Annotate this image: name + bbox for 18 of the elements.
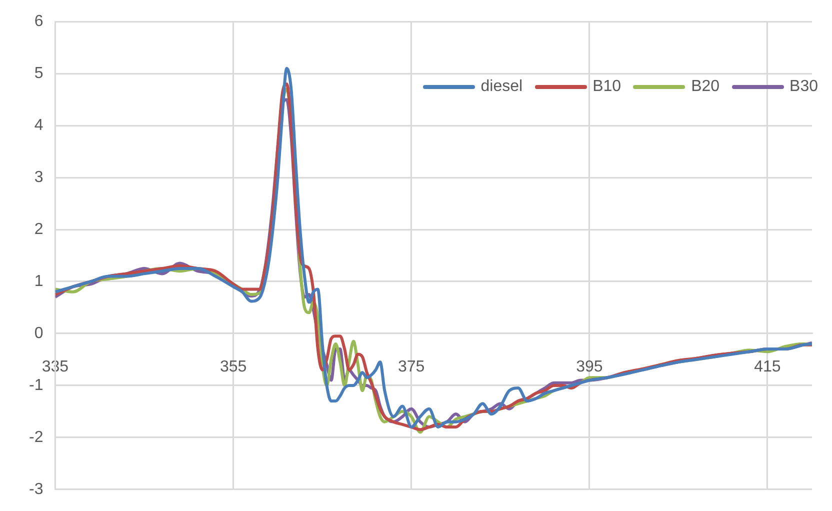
x-tick-label: 355 xyxy=(220,358,247,376)
y-tick-label: 0 xyxy=(34,324,44,342)
y-tick-label: 1 xyxy=(34,272,44,290)
x-tick-label: 395 xyxy=(576,358,603,376)
y-tick-label: 5 xyxy=(34,64,44,82)
legend-label: B10 xyxy=(592,78,622,96)
y-tick-label: 4 xyxy=(34,116,44,134)
y-tick-label: 3 xyxy=(34,168,44,186)
legend-label: B30 xyxy=(790,78,818,96)
x-tick-label: 415 xyxy=(754,358,781,376)
y-tick-label: -2 xyxy=(28,428,44,446)
y-tick-label: -3 xyxy=(28,480,44,498)
y-tick-label: 6 xyxy=(34,13,44,30)
y-tick-label: -1 xyxy=(28,376,44,394)
x-tick-label: 375 xyxy=(398,358,425,376)
legend-label: diesel xyxy=(480,78,523,96)
legend-label: B20 xyxy=(691,78,720,96)
y-tick-label: 2 xyxy=(34,220,44,238)
